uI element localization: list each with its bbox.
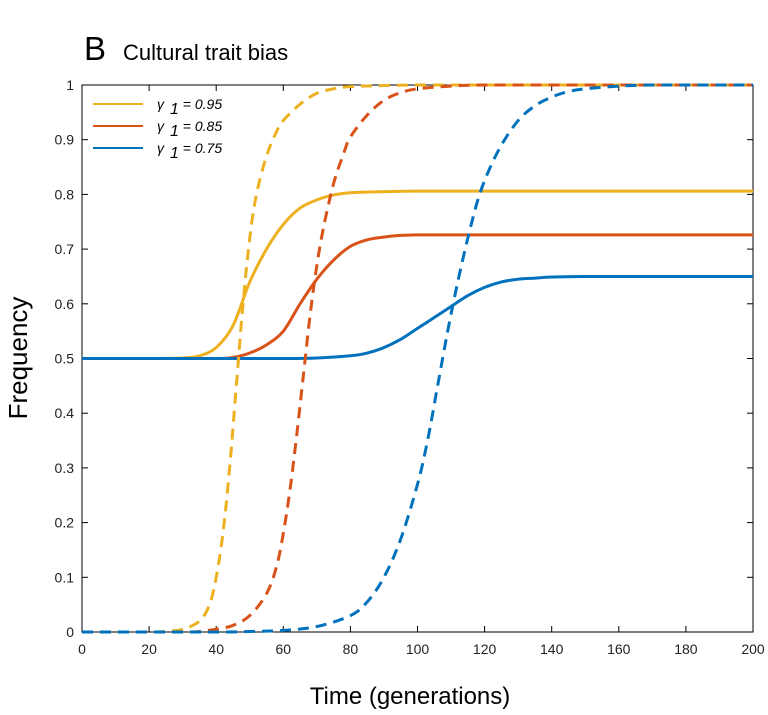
x-tick-label: 0	[78, 641, 86, 657]
x-tick-label: 100	[406, 641, 430, 657]
series-line-solid-gamma-085	[81, 233, 753, 361]
y-tick-label: 0.4	[55, 405, 75, 421]
x-tick-label: 140	[540, 641, 564, 657]
x-tick-label: 60	[276, 641, 292, 657]
series-line-solid-gamma-075	[81, 274, 753, 361]
x-tick-label: 160	[607, 641, 631, 657]
y-tick-label: 0.3	[55, 460, 75, 476]
x-tick-label: 20	[141, 641, 157, 657]
y-tick-label: 0.8	[55, 186, 75, 202]
y-tick-label: 0.7	[55, 241, 75, 257]
x-axis-label: Time (generations)	[310, 683, 511, 710]
y-tick-label: 1	[66, 77, 74, 93]
tick-group: 0 20 40 60 80 100 120 140 160 180 200 0 0.1 0.2 0.3 0.4…	[55, 77, 765, 657]
panel-letter: B	[84, 30, 106, 67]
y-tick-label: 0.2	[55, 515, 75, 531]
series-line-dashed-gamma-095	[81, 83, 753, 634]
series-line-dashed-gamma-075	[81, 83, 753, 634]
x-tick-label: 180	[674, 641, 698, 657]
x-tick-label: 40	[208, 641, 224, 657]
y-axis-label: Frequency	[3, 297, 33, 420]
series-line-solid-gamma-095	[81, 189, 753, 361]
x-tick-label: 80	[343, 641, 359, 657]
x-tick-label: 120	[473, 641, 497, 657]
series-layer	[81, 83, 753, 634]
y-tick-label: 0.1	[55, 569, 75, 585]
y-tick-label: 0	[66, 624, 74, 640]
y-tick-label: 0.9	[55, 132, 75, 148]
y-tick-label: 0.5	[55, 351, 75, 367]
y-tick-label: 0.6	[55, 296, 75, 312]
panel-title: Cultural trait bias	[123, 40, 288, 65]
series-line-dashed-gamma-085	[81, 83, 753, 634]
x-tick-label: 200	[741, 641, 765, 657]
